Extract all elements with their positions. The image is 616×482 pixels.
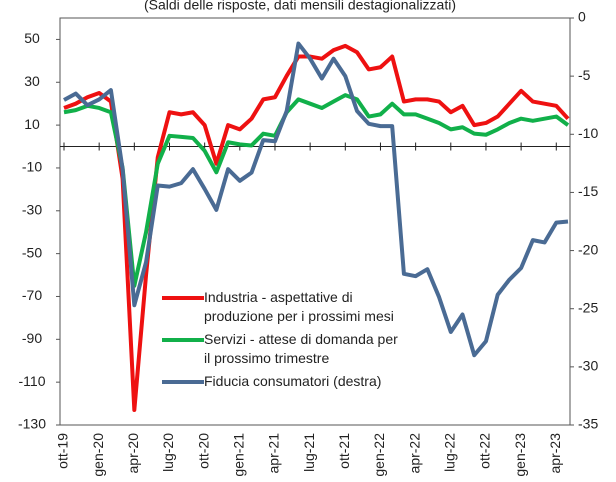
y2-tick-label: -25 xyxy=(578,299,598,315)
x-tick-label: apr-22 xyxy=(406,433,422,474)
legend-item: Industria - aspettative di produzione pe… xyxy=(162,288,402,326)
y-tick-label: 10 xyxy=(24,116,40,132)
chart-subtitle: (Saldi delle risposte, dati mensili dest… xyxy=(144,0,456,13)
y2-tick-label: -10 xyxy=(578,125,598,141)
y2-tick-label: -5 xyxy=(578,67,591,83)
x-tick-label: ott-22 xyxy=(477,433,493,469)
x-tick-label: ott-20 xyxy=(195,433,211,469)
legend-swatch xyxy=(162,338,204,342)
y-tick-label: 50 xyxy=(24,30,40,46)
x-tick-label: gen-22 xyxy=(371,433,387,477)
x-tick-label: gen-23 xyxy=(512,433,528,477)
y-tick-label: -70 xyxy=(22,287,42,303)
legend-label: Fiducia consumatori (destra) xyxy=(204,373,382,389)
series-line xyxy=(63,41,569,358)
x-tick-label: apr-21 xyxy=(266,433,282,474)
plot-frame xyxy=(59,17,571,426)
y2-tick-label: 0 xyxy=(578,9,586,25)
legend-label: Industria - aspettative di produzione pe… xyxy=(204,289,394,324)
legend-label: Servizi - attese di domanda per il pross… xyxy=(204,331,398,366)
legend-item: Servizi - attese di domanda per il pross… xyxy=(162,330,402,368)
x-tick-label: ott-21 xyxy=(336,433,352,469)
legend-item: Fiducia consumatori (destra) xyxy=(162,372,402,391)
x-tick-label: gen-21 xyxy=(231,433,247,477)
y-tick-label: 30 xyxy=(24,73,40,89)
legend-swatch xyxy=(162,380,204,384)
x-tick-label: lug-22 xyxy=(441,433,457,472)
y2-tick-label: -35 xyxy=(578,416,598,432)
x-tick-label: lug-20 xyxy=(160,433,176,472)
y-tick-label: -130 xyxy=(18,416,46,432)
y2-tick-label: -20 xyxy=(578,241,598,257)
x-tick-label: lug-21 xyxy=(301,433,317,472)
legend: Industria - aspettative di produzione pe… xyxy=(162,288,402,395)
y-tick-label: -50 xyxy=(22,244,42,260)
y2-tick-label: -30 xyxy=(578,358,598,374)
x-tick-label: gen-20 xyxy=(90,433,106,477)
series-line xyxy=(63,93,570,288)
y-tick-label: -30 xyxy=(22,201,42,217)
y-tick-label: -10 xyxy=(22,159,42,175)
y-tick-label: -110 xyxy=(19,373,46,389)
x-tick-label: apr-23 xyxy=(547,433,563,474)
x-tick-label: ott-19 xyxy=(55,433,71,469)
legend-swatch xyxy=(162,296,204,300)
x-tick-label: apr-20 xyxy=(125,433,141,474)
y-tick-label: -90 xyxy=(22,330,42,346)
y2-tick-label: -15 xyxy=(578,183,598,199)
